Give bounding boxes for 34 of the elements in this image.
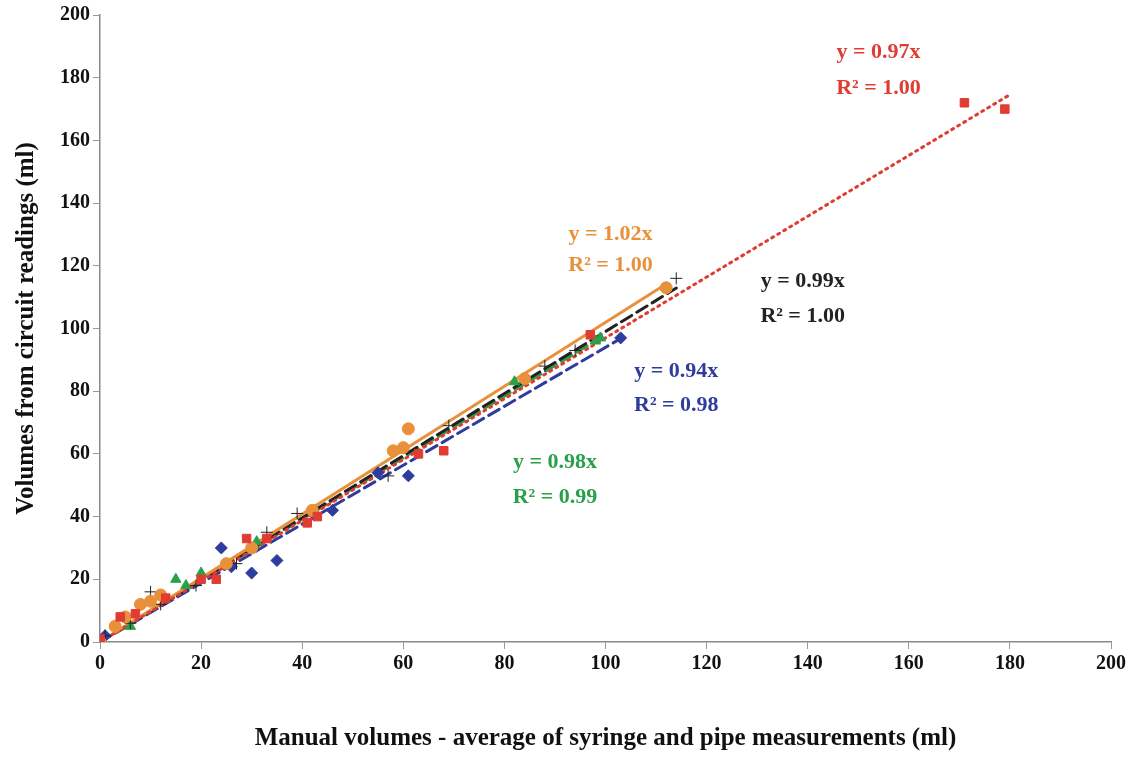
x-tick-label: 180: [994, 651, 1025, 674]
x-tick-label: 200: [1096, 651, 1126, 674]
y-tick-label: 0: [80, 629, 90, 652]
x-tick-label: 0: [95, 651, 105, 674]
y-tick-label: 100: [60, 315, 90, 338]
annotation: y = 0.94x: [634, 357, 719, 383]
x-tick-label: 80: [494, 651, 515, 674]
y-axis-title: Volumes from circuit readings (ml): [11, 142, 40, 515]
y-tick-label: 200: [60, 2, 90, 25]
x-tick-label: 100: [590, 651, 621, 674]
y-tick-label: 160: [60, 127, 90, 150]
y-tick-label: 120: [60, 252, 90, 275]
y-tick-label: 80: [70, 378, 90, 401]
x-tick-label: 120: [691, 651, 722, 674]
x-tick-label: 140: [792, 651, 823, 674]
annotation: y = 1.02x: [568, 220, 653, 246]
annotation: y = 0.99x: [760, 267, 845, 293]
annotation: R² = 0.99: [512, 482, 598, 508]
x-tick-label: 20: [191, 651, 212, 674]
x-tick-label: 40: [292, 651, 313, 674]
annotation: R² = 1.00: [760, 301, 845, 327]
annotation: y = 0.98x: [512, 447, 597, 473]
annotation: R² = 1.00: [836, 74, 921, 100]
y-tick-label: 180: [60, 64, 90, 87]
y-tick-label: 40: [70, 503, 90, 526]
annotation: R² = 1.00: [568, 251, 653, 277]
annotation: R² = 0.98: [634, 391, 719, 417]
x-axis-title: Manual volumes - average of syringe and pipe measurements (ml): [254, 723, 957, 752]
annotation: y = 0.97x: [836, 38, 921, 64]
x-tick-label: 60: [393, 651, 414, 674]
y-tick-label: 20: [70, 566, 90, 589]
y-tick-label: 60: [70, 441, 90, 464]
y-tick-label: 140: [60, 190, 90, 213]
x-tick-label: 160: [893, 651, 924, 674]
